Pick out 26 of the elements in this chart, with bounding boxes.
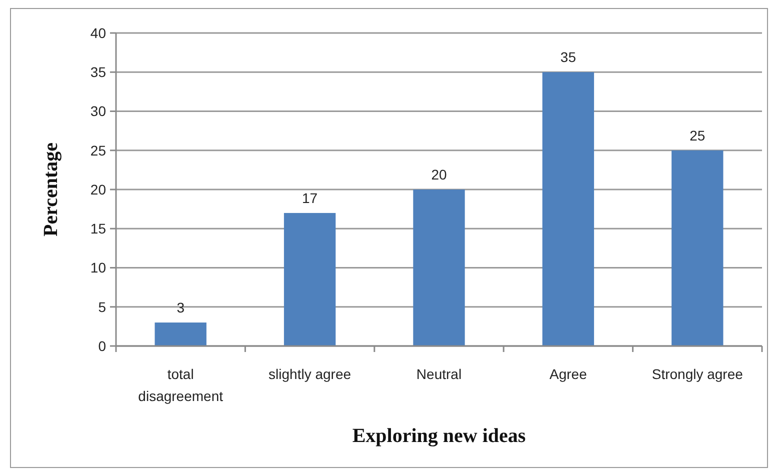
- data-label: 25: [690, 127, 706, 144]
- y-axis-title: Percentage: [40, 142, 62, 237]
- bar: [154, 322, 206, 346]
- y-tick-label: 10: [90, 260, 106, 276]
- bar: [284, 212, 336, 346]
- data-label: 20: [431, 166, 447, 182]
- data-label: 17: [302, 190, 318, 206]
- x-tick-label: Agree: [550, 366, 588, 382]
- y-tick-label: 5: [98, 298, 106, 315]
- x-tick-label: total disagreement: [138, 366, 224, 404]
- x-axis-title: Exploring new ideas: [352, 425, 526, 447]
- y-tick-label: 25: [90, 142, 106, 158]
- x-tick-label: Strongly agree: [652, 366, 744, 382]
- bar: [413, 190, 465, 346]
- data-label: 3: [176, 300, 185, 316]
- y-tick-label: 40: [90, 24, 106, 41]
- x-tick-label: slightly agree: [268, 366, 352, 382]
- y-tick-label: 30: [90, 103, 106, 120]
- x-tick-label: Neutral: [416, 366, 462, 382]
- bar: [672, 150, 724, 346]
- y-tick-label: 35: [90, 64, 106, 80]
- data-label: 35: [560, 49, 576, 66]
- y-tick-label: 15: [90, 220, 106, 237]
- y-tick-label: 20: [90, 181, 106, 198]
- y-tick-label: 0: [98, 338, 106, 354]
- bar: [542, 72, 594, 346]
